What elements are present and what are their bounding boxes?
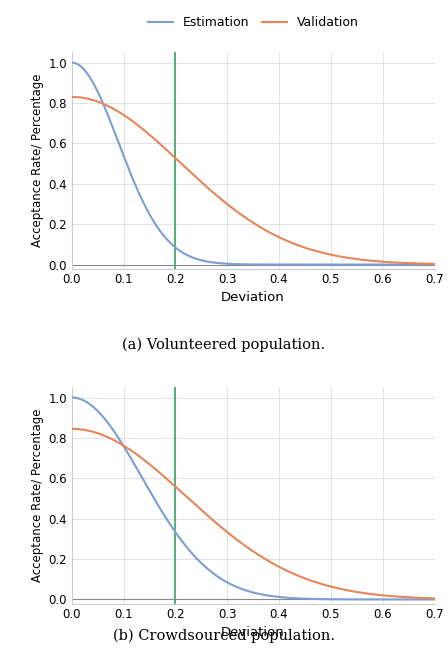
Estimation bbox=[432, 596, 437, 604]
Validation bbox=[432, 260, 437, 268]
Validation bbox=[229, 531, 234, 539]
Line: Estimation: Estimation bbox=[72, 398, 435, 600]
Validation bbox=[358, 588, 364, 596]
Y-axis label: Acceptance Rate/ Percentage: Acceptance Rate/ Percentage bbox=[31, 73, 44, 247]
Validation bbox=[69, 425, 74, 433]
Y-axis label: Acceptance Rate/ Percentage: Acceptance Rate/ Percentage bbox=[31, 409, 44, 583]
Validation bbox=[216, 521, 221, 529]
Estimation bbox=[432, 260, 437, 268]
Validation bbox=[358, 256, 364, 264]
Validation bbox=[432, 594, 437, 602]
Validation bbox=[352, 255, 358, 263]
Validation bbox=[106, 102, 112, 110]
Validation bbox=[318, 249, 323, 256]
Estimation bbox=[318, 595, 323, 603]
Line: Validation: Validation bbox=[72, 429, 435, 598]
Validation bbox=[216, 193, 221, 201]
Estimation bbox=[69, 58, 74, 66]
Estimation bbox=[229, 260, 234, 268]
Line: Estimation: Estimation bbox=[72, 62, 435, 264]
Line: Validation: Validation bbox=[72, 97, 435, 264]
X-axis label: Deviation: Deviation bbox=[221, 291, 285, 304]
Estimation bbox=[318, 260, 323, 268]
Validation bbox=[352, 588, 358, 596]
Estimation bbox=[69, 394, 74, 401]
Estimation bbox=[106, 113, 112, 121]
Estimation bbox=[352, 260, 358, 268]
X-axis label: Deviation: Deviation bbox=[221, 626, 285, 638]
Validation bbox=[106, 434, 112, 441]
Text: (a) Volunteered population.: (a) Volunteered population. bbox=[122, 338, 326, 352]
Estimation bbox=[352, 596, 358, 604]
Estimation bbox=[229, 581, 234, 588]
Estimation bbox=[216, 259, 221, 267]
Estimation bbox=[216, 573, 221, 581]
Validation bbox=[318, 580, 323, 588]
Estimation bbox=[358, 596, 364, 604]
Text: (b) Crowdsourced population.: (b) Crowdsourced population. bbox=[113, 628, 335, 643]
Estimation bbox=[358, 260, 364, 268]
Legend: Estimation, Validation: Estimation, Validation bbox=[142, 11, 364, 34]
Estimation bbox=[106, 420, 112, 428]
Validation bbox=[229, 203, 234, 211]
Validation bbox=[69, 93, 74, 101]
